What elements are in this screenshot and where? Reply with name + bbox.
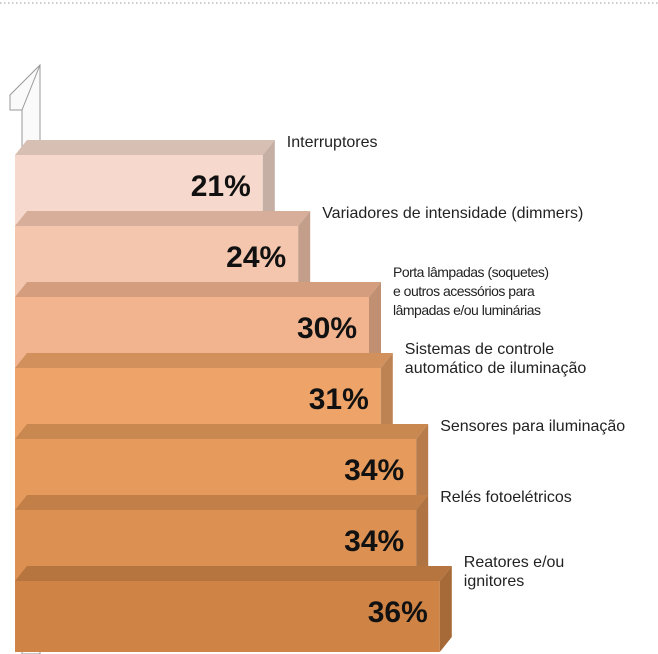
bar-top <box>15 211 311 226</box>
bar-top <box>15 282 381 297</box>
bar-side <box>439 566 452 652</box>
label-line: e outros acessórios para <box>393 283 535 299</box>
label-line: Sistemas de controle <box>405 341 555 358</box>
value-label: 36% <box>368 596 428 629</box>
value-label: 21% <box>191 170 251 203</box>
category-label: Sensores para iluminação <box>440 418 625 435</box>
label-line: Porta lâmpadas (soquetes) <box>393 264 549 280</box>
bar-side <box>380 353 393 439</box>
label-line: automático de iluminação <box>405 360 587 377</box>
category-label: Porta lâmpadas (soquetes) e outros acessó… <box>393 264 549 318</box>
category-label: Reatores e/ou ignitores <box>464 554 565 590</box>
bar-top <box>15 566 452 581</box>
value-label: 34% <box>344 454 404 487</box>
category-label: Relés fotoelétricos <box>440 489 572 506</box>
category-label: Sistemas de controle automático de ilumin… <box>405 341 587 377</box>
bar-top <box>15 495 429 510</box>
bar-side <box>298 211 311 297</box>
bar-side <box>369 282 381 368</box>
bar-top <box>15 424 429 439</box>
label-line: ignitores <box>464 573 524 590</box>
wall-edge <box>21 64 41 111</box>
category-label: Variadores de intensidade (dimmers) <box>322 205 583 222</box>
bar-side <box>416 495 429 581</box>
bar-side <box>262 140 275 226</box>
category-label: Interruptores <box>287 134 378 151</box>
value-label: 24% <box>226 241 286 274</box>
value-label: 31% <box>309 383 369 416</box>
label-line: Reatores e/ou <box>464 554 565 571</box>
value-label: 34% <box>344 525 404 558</box>
value-label: 30% <box>297 312 357 345</box>
bar-side <box>416 424 429 510</box>
bar-top <box>15 353 393 368</box>
label-line: lâmpadas e/ou luminárias <box>393 302 541 318</box>
bar-top <box>15 140 275 155</box>
bar <box>15 581 440 652</box>
